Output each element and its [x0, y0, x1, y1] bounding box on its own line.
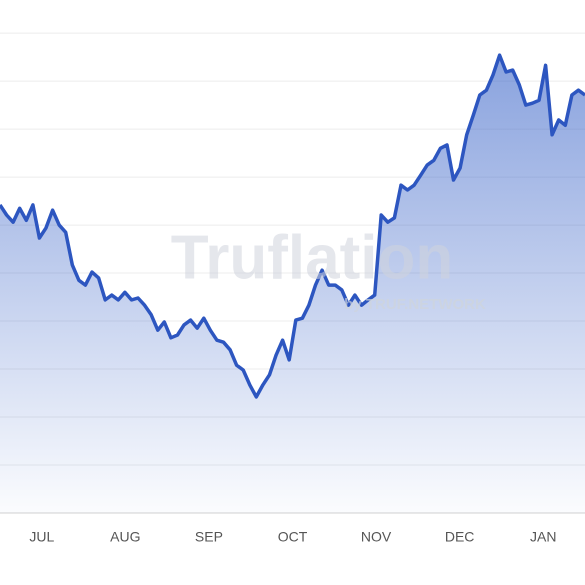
x-tick-label: DEC [445, 529, 475, 545]
watermark-title: Truflation [171, 223, 453, 292]
line [0, 53, 585, 399]
plot [0, 53, 585, 513]
x-tick-label: SEP [195, 529, 223, 545]
x-tick-label: JUL [29, 529, 54, 545]
x-tick-label: AUG [110, 529, 140, 545]
x-tick-label: JAN [530, 529, 556, 545]
x-tick-label: NOV [361, 529, 392, 545]
watermark-subtitle: by TRUF.NETWORK [344, 296, 486, 313]
x-tick-label: OCT [278, 529, 308, 545]
area [0, 55, 585, 513]
